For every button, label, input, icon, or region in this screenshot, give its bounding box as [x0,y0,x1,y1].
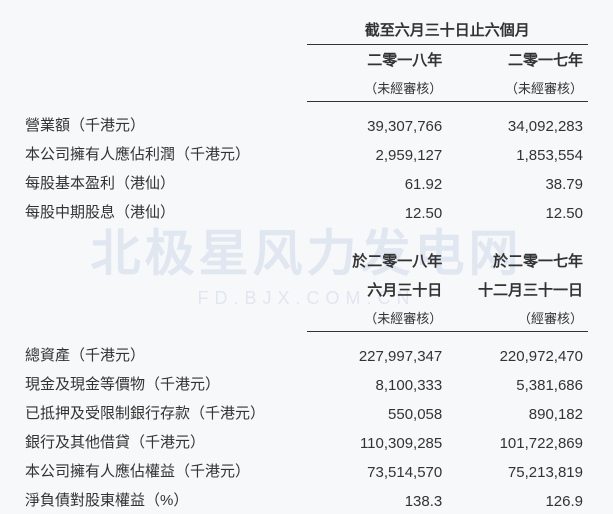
s1-col1-note: （未經審核） [307,74,448,102]
period-header: 截至六月三十日止六個月 [307,15,589,45]
row-label: 本公司擁有人應佔權益（千港元） [25,456,307,485]
table-row: 已抵押及受限制銀行存款（千港元） 550,058 890,182 [25,398,588,427]
row-label: 本公司擁有人應佔利潤（千港元） [25,139,307,168]
table-row: 本公司擁有人應佔利潤（千港元） 2,959,127 1,853,554 [25,139,588,168]
row-val: 110,309,285 [307,427,448,456]
row-label: 每股中期股息（港仙） [25,197,307,226]
row-label: 每股基本盈利（港仙） [25,168,307,197]
table-row: 現金及現金等價物（千港元） 8,100,333 5,381,686 [25,369,588,398]
row-val: 34,092,283 [447,110,588,139]
table-row: 本公司擁有人應佔權益（千港元） 73,514,570 75,213,819 [25,456,588,485]
row-label: 已抵押及受限制銀行存款（千港元） [25,398,307,427]
row-val: 39,307,766 [307,110,448,139]
s1-col1-year: 二零一八年 [307,45,448,75]
s2-col1-l2: 六月三十日 [307,275,448,304]
row-val: 5,381,686 [447,369,588,398]
table-row: 每股基本盈利（港仙） 61.92 38.79 [25,168,588,197]
s1-col2-note: （未經審核） [447,74,588,102]
row-label: 現金及現金等價物（千港元） [25,369,307,398]
row-val: 61.92 [307,168,448,197]
financial-table: 截至六月三十日止六個月 二零一八年 二零一七年 （未經審核） （未經審核） 營業… [25,15,588,514]
s2-col1-note: （未經審核） [307,304,448,332]
table-row: 每股中期股息（港仙） 12.50 12.50 [25,197,588,226]
row-val: 550,058 [307,398,448,427]
table-row: 淨負債對股東權益（%） 138.3 126.9 [25,485,588,514]
row-label: 淨負債對股東權益（%） [25,485,307,514]
row-val: 1,853,554 [447,139,588,168]
row-label: 總資產（千港元） [25,340,307,369]
row-val: 8,100,333 [307,369,448,398]
s2-col2-l2: 十二月三十一日 [447,275,588,304]
row-val: 75,213,819 [447,456,588,485]
s2-col2-note: （經審核） [447,304,588,332]
row-val: 227,997,347 [307,340,448,369]
row-val: 12.50 [307,197,448,226]
s2-col2-l1: 於二零一七年 [447,246,588,275]
row-label: 營業額（千港元） [25,110,307,139]
row-val: 138.3 [307,485,448,514]
row-val: 2,959,127 [307,139,448,168]
row-val: 38.79 [447,168,588,197]
row-val: 126.9 [447,485,588,514]
row-label: 銀行及其他借貸（千港元） [25,427,307,456]
table-row: 銀行及其他借貸（千港元） 110,309,285 101,722,869 [25,427,588,456]
row-val: 890,182 [447,398,588,427]
row-val: 220,972,470 [447,340,588,369]
table-row: 總資產（千港元） 227,997,347 220,972,470 [25,340,588,369]
s2-col1-l1: 於二零一八年 [307,246,448,275]
row-val: 101,722,869 [447,427,588,456]
s1-col2-year: 二零一七年 [447,45,588,75]
row-val: 73,514,570 [307,456,448,485]
row-val: 12.50 [447,197,588,226]
table-row: 營業額（千港元） 39,307,766 34,092,283 [25,110,588,139]
